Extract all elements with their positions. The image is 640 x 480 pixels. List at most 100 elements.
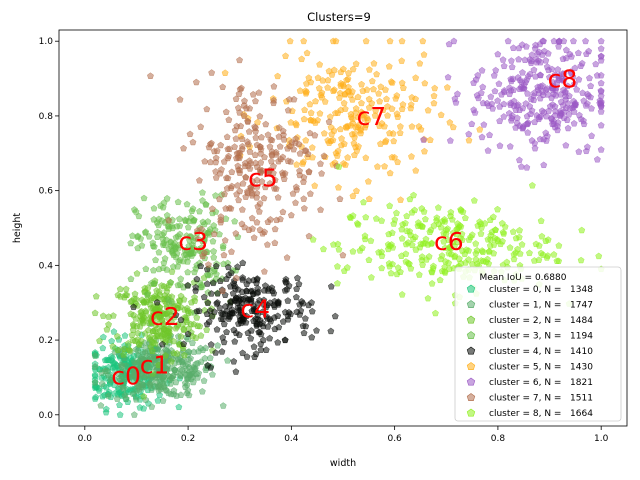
data-point <box>391 153 398 161</box>
data-point <box>398 105 406 113</box>
data-point <box>139 381 147 388</box>
data-point <box>155 288 163 295</box>
data-point <box>305 168 313 176</box>
data-point <box>125 346 133 353</box>
data-point <box>246 148 254 155</box>
data-point <box>211 308 218 315</box>
data-point <box>287 158 294 165</box>
data-point <box>239 276 246 283</box>
data-point <box>256 112 264 120</box>
data-point <box>219 402 227 409</box>
data-point <box>365 195 373 202</box>
data-point <box>516 76 524 84</box>
data-point <box>224 145 232 153</box>
data-point <box>486 216 494 223</box>
data-point <box>121 293 128 301</box>
data-point <box>261 153 268 161</box>
data-point <box>273 216 280 224</box>
cluster-label-c3: c3 <box>178 227 208 256</box>
data-point <box>130 411 138 418</box>
data-point <box>266 299 274 306</box>
legend-label: cluster = 0, N = 1348 <box>489 285 593 295</box>
data-point <box>163 364 170 372</box>
data-point <box>288 138 296 146</box>
data-point <box>153 233 161 240</box>
data-point <box>282 52 289 59</box>
data-point <box>508 112 516 119</box>
data-point <box>208 69 216 76</box>
data-point <box>249 90 257 98</box>
data-point <box>260 194 268 202</box>
data-point <box>216 304 224 311</box>
data-point <box>205 228 213 235</box>
data-point <box>536 135 544 143</box>
data-point <box>479 257 487 265</box>
data-point <box>175 355 182 363</box>
data-point <box>96 337 103 344</box>
data-point <box>411 206 419 214</box>
data-point <box>197 123 205 130</box>
data-point <box>195 307 203 314</box>
data-point <box>537 71 544 79</box>
data-point <box>129 232 136 239</box>
data-point <box>295 280 303 288</box>
data-point <box>91 362 99 370</box>
data-point <box>420 136 427 143</box>
data-point <box>199 196 206 204</box>
data-point <box>465 256 473 263</box>
data-point <box>212 158 220 166</box>
data-point <box>595 252 603 260</box>
data-point <box>269 287 276 295</box>
data-point <box>445 259 452 266</box>
data-point <box>373 70 380 78</box>
data-point <box>127 275 135 282</box>
data-point <box>280 175 288 182</box>
data-point <box>203 310 211 317</box>
data-point <box>155 248 163 256</box>
data-point <box>492 66 500 74</box>
data-point <box>236 109 244 116</box>
data-point <box>306 100 314 108</box>
data-point <box>410 191 417 199</box>
data-point <box>185 309 192 316</box>
data-point <box>408 241 416 249</box>
data-point <box>98 380 106 387</box>
data-point <box>257 150 265 157</box>
data-point <box>184 281 192 289</box>
data-point <box>138 356 146 364</box>
data-point <box>530 66 538 73</box>
data-point <box>365 103 373 111</box>
data-point <box>398 37 406 45</box>
data-point <box>476 125 484 133</box>
cluster-label-c4: c4 <box>240 294 270 323</box>
data-point <box>528 107 536 114</box>
data-point <box>398 57 406 64</box>
data-point <box>470 79 478 86</box>
data-point <box>378 217 386 224</box>
data-point <box>287 118 295 126</box>
data-point <box>235 320 242 327</box>
data-point <box>423 256 430 263</box>
data-point <box>535 57 542 64</box>
data-point <box>597 37 605 45</box>
data-point <box>142 307 149 315</box>
data-point <box>210 253 218 261</box>
data-point <box>472 240 480 247</box>
data-point <box>238 145 246 152</box>
data-point <box>192 283 200 291</box>
data-point <box>354 93 362 101</box>
data-point <box>436 276 444 284</box>
data-point <box>219 287 226 294</box>
data-point <box>159 397 167 404</box>
data-point <box>388 241 395 248</box>
data-point <box>264 131 272 138</box>
data-point <box>384 245 392 253</box>
data-point <box>103 325 111 333</box>
data-point <box>559 101 567 109</box>
data-point <box>176 365 184 373</box>
data-point <box>223 133 231 140</box>
data-point <box>300 195 308 202</box>
data-point <box>343 76 351 84</box>
data-point <box>152 305 160 312</box>
data-point <box>415 122 423 130</box>
